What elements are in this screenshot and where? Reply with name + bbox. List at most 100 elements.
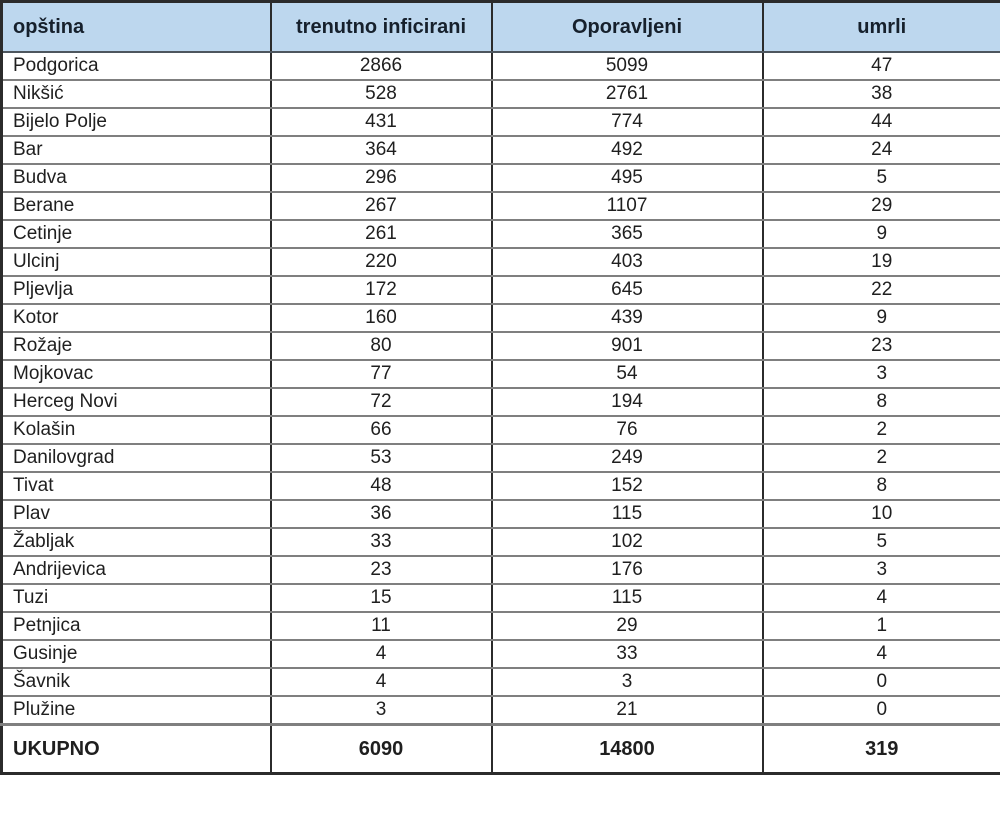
table-header: opština trenutno inficirani Oporavljeni … (0, 0, 1000, 53)
cell-trenutno-inficirani: 15 (269, 583, 493, 613)
cell-trenutno-inficirani: 36 (269, 499, 493, 529)
cell-umrli: 19 (761, 247, 1000, 277)
cell-opstina: Kolašin (0, 415, 272, 445)
cell-opstina: Cetinje (0, 219, 272, 249)
cell-oporavljeni: 102 (490, 527, 764, 557)
table-row: Bar 364 492 24 (0, 135, 1000, 165)
cell-trenutno-inficirani: 220 (269, 247, 493, 277)
table-row: Petnjica 11 29 1 (0, 611, 1000, 641)
cell-umrli: 1 (761, 611, 1000, 641)
cell-oporavljeni: 194 (490, 387, 764, 417)
cell-trenutno-inficirani: 2866 (269, 51, 493, 81)
cell-oporavljeni: 2761 (490, 79, 764, 109)
cell-trenutno-inficirani: 11 (269, 611, 493, 641)
cell-opstina: Tuzi (0, 583, 272, 613)
cell-umrli: 8 (761, 387, 1000, 417)
table-row: Plav 36 115 10 (0, 499, 1000, 529)
cell-opstina: Andrijevica (0, 555, 272, 585)
column-header-oporavljeni: Oporavljeni (490, 0, 764, 53)
cell-umrli: 10 (761, 499, 1000, 529)
cell-umrli: 23 (761, 331, 1000, 361)
cell-umrli: 22 (761, 275, 1000, 305)
cell-trenutno-inficirani: 4 (269, 639, 493, 669)
cell-trenutno-inficirani: 160 (269, 303, 493, 333)
cell-opstina: Žabljak (0, 527, 272, 557)
cell-opstina: Pljevlja (0, 275, 272, 305)
cell-opstina: Podgorica (0, 51, 272, 81)
table-row: Mojkovac 77 54 3 (0, 359, 1000, 389)
cell-oporavljeni: 1107 (490, 191, 764, 221)
total-row: UKUPNO 6090 14800 319 (0, 723, 1000, 775)
cell-oporavljeni: 21 (490, 695, 764, 726)
municipality-covid-table: opština trenutno inficirani Oporavljeni … (0, 0, 1000, 775)
cell-oporavljeni: 492 (490, 135, 764, 165)
cell-trenutno-inficirani: 528 (269, 79, 493, 109)
cell-umrli: 38 (761, 79, 1000, 109)
cell-trenutno-inficirani: 364 (269, 135, 493, 165)
cell-oporavljeni: 29 (490, 611, 764, 641)
cell-oporavljeni: 33 (490, 639, 764, 669)
table-row: Podgorica 2866 5099 47 (0, 51, 1000, 81)
cell-oporavljeni: 774 (490, 107, 764, 137)
cell-umrli: 0 (761, 695, 1000, 726)
table-body: Podgorica 2866 5099 47 Nikšić 528 2761 38 Bijelo… (0, 51, 1000, 726)
table-footer: UKUPNO 6090 14800 319 (0, 723, 1000, 775)
cell-oporavljeni: 365 (490, 219, 764, 249)
total-label: UKUPNO (0, 723, 272, 775)
cell-oporavljeni: 495 (490, 163, 764, 193)
cell-oporavljeni: 439 (490, 303, 764, 333)
cell-oporavljeni: 901 (490, 331, 764, 361)
cell-trenutno-inficirani: 267 (269, 191, 493, 221)
cell-opstina: Herceg Novi (0, 387, 272, 417)
header-row: opština trenutno inficirani Oporavljeni … (0, 0, 1000, 53)
cell-opstina: Nikšić (0, 79, 272, 109)
cell-trenutno-inficirani: 4 (269, 667, 493, 697)
table-row: Kotor 160 439 9 (0, 303, 1000, 333)
table-row: Tuzi 15 115 4 (0, 583, 1000, 613)
cell-oporavljeni: 3 (490, 667, 764, 697)
table-row: Nikšić 528 2761 38 (0, 79, 1000, 109)
table-row: Cetinje 261 365 9 (0, 219, 1000, 249)
cell-oporavljeni: 152 (490, 471, 764, 501)
cell-oporavljeni: 403 (490, 247, 764, 277)
cell-oporavljeni: 249 (490, 443, 764, 473)
cell-trenutno-inficirani: 80 (269, 331, 493, 361)
cell-umrli: 4 (761, 639, 1000, 669)
cell-trenutno-inficirani: 53 (269, 443, 493, 473)
cell-opstina: Šavnik (0, 667, 272, 697)
cell-oporavljeni: 54 (490, 359, 764, 389)
cell-oporavljeni: 115 (490, 583, 764, 613)
table-row: Kolašin 66 76 2 (0, 415, 1000, 445)
total-oporavljeni: 14800 (490, 723, 764, 775)
cell-umrli: 3 (761, 359, 1000, 389)
cell-umrli: 2 (761, 415, 1000, 445)
cell-trenutno-inficirani: 23 (269, 555, 493, 585)
cell-opstina: Gusinje (0, 639, 272, 669)
table-row: Bijelo Polje 431 774 44 (0, 107, 1000, 137)
cell-trenutno-inficirani: 172 (269, 275, 493, 305)
cell-opstina: Plav (0, 499, 272, 529)
cell-opstina: Plužine (0, 695, 272, 726)
cell-umrli: 9 (761, 303, 1000, 333)
total-umrli: 319 (761, 723, 1000, 775)
cell-umrli: 24 (761, 135, 1000, 165)
cell-opstina: Bijelo Polje (0, 107, 272, 137)
table-row: Budva 296 495 5 (0, 163, 1000, 193)
cell-umrli: 9 (761, 219, 1000, 249)
cell-opstina: Mojkovac (0, 359, 272, 389)
cell-trenutno-inficirani: 3 (269, 695, 493, 726)
cell-opstina: Budva (0, 163, 272, 193)
table-row: Žabljak 33 102 5 (0, 527, 1000, 557)
cell-trenutno-inficirani: 33 (269, 527, 493, 557)
table-row: Gusinje 4 33 4 (0, 639, 1000, 669)
table-row: Pljevlja 172 645 22 (0, 275, 1000, 305)
cell-opstina: Berane (0, 191, 272, 221)
table-row: Herceg Novi 72 194 8 (0, 387, 1000, 417)
total-trenutno-inficirani: 6090 (269, 723, 493, 775)
cell-umrli: 29 (761, 191, 1000, 221)
table-row: Šavnik 4 3 0 (0, 667, 1000, 697)
cell-umrli: 3 (761, 555, 1000, 585)
cell-oporavljeni: 76 (490, 415, 764, 445)
cell-opstina: Tivat (0, 471, 272, 501)
table-row: Berane 267 1107 29 (0, 191, 1000, 221)
